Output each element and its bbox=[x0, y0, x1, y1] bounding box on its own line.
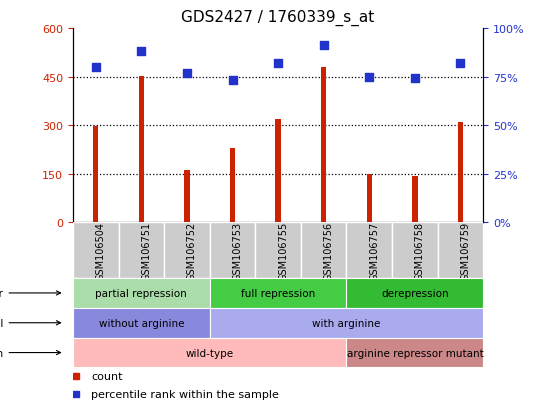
FancyBboxPatch shape bbox=[210, 223, 255, 278]
Point bbox=[91, 64, 100, 71]
Text: GSM106751: GSM106751 bbox=[141, 221, 151, 280]
Text: count: count bbox=[91, 371, 123, 381]
Text: GSM106752: GSM106752 bbox=[187, 221, 197, 280]
Bar bbox=[139, 77, 144, 223]
FancyBboxPatch shape bbox=[164, 223, 210, 278]
Text: genotype/variation: genotype/variation bbox=[0, 348, 60, 358]
Point bbox=[410, 76, 419, 83]
FancyBboxPatch shape bbox=[347, 223, 392, 278]
Text: GSM106756: GSM106756 bbox=[323, 221, 334, 280]
Text: GSM106759: GSM106759 bbox=[461, 221, 470, 280]
FancyBboxPatch shape bbox=[438, 223, 483, 278]
Text: full repression: full repression bbox=[241, 288, 315, 298]
Bar bbox=[412, 176, 417, 223]
Text: GSM106757: GSM106757 bbox=[369, 221, 379, 280]
Text: arginine repressor mutant: arginine repressor mutant bbox=[347, 348, 483, 358]
FancyBboxPatch shape bbox=[392, 223, 438, 278]
Bar bbox=[367, 174, 372, 223]
Bar bbox=[93, 126, 98, 223]
Bar bbox=[230, 148, 235, 223]
Text: growth protocol: growth protocol bbox=[0, 318, 60, 328]
Text: wild-type: wild-type bbox=[186, 348, 234, 358]
FancyBboxPatch shape bbox=[118, 223, 164, 278]
Bar bbox=[275, 120, 281, 223]
Point bbox=[365, 74, 374, 81]
Text: percentile rank within the sample: percentile rank within the sample bbox=[91, 389, 279, 399]
Bar bbox=[184, 171, 190, 223]
FancyBboxPatch shape bbox=[255, 223, 301, 278]
Title: GDS2427 / 1760339_s_at: GDS2427 / 1760339_s_at bbox=[181, 10, 375, 26]
FancyBboxPatch shape bbox=[301, 223, 347, 278]
Point bbox=[228, 78, 237, 85]
Text: GSM106504: GSM106504 bbox=[96, 221, 106, 280]
Text: partial repression: partial repression bbox=[96, 288, 187, 298]
Text: without arginine: without arginine bbox=[99, 318, 184, 328]
Text: GSM106753: GSM106753 bbox=[233, 221, 242, 280]
Point bbox=[183, 70, 191, 77]
Text: other: other bbox=[0, 288, 60, 298]
Text: GSM106755: GSM106755 bbox=[278, 221, 288, 280]
Point bbox=[274, 60, 282, 67]
Point bbox=[456, 60, 465, 67]
Text: GSM106758: GSM106758 bbox=[415, 221, 425, 280]
FancyBboxPatch shape bbox=[73, 223, 118, 278]
Bar bbox=[321, 68, 327, 223]
Text: derepression: derepression bbox=[381, 288, 449, 298]
Bar bbox=[458, 123, 463, 223]
Point bbox=[319, 43, 328, 50]
Text: with arginine: with arginine bbox=[312, 318, 381, 328]
Point bbox=[137, 49, 146, 55]
